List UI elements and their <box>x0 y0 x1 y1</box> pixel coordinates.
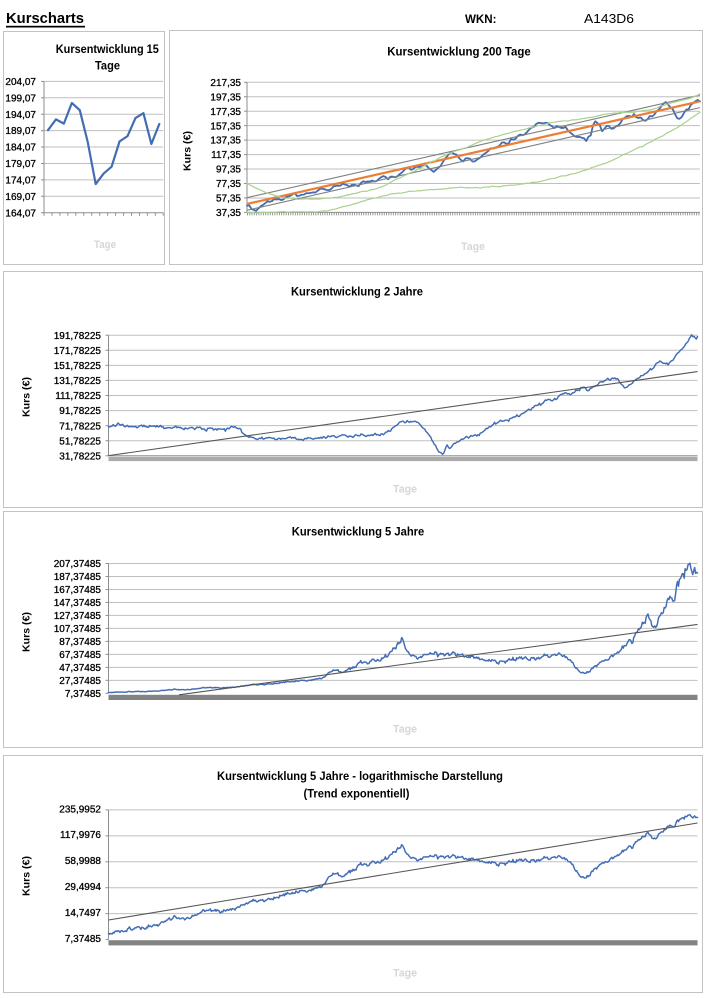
svg-text:Kursentwicklung 2 Jahre: Kursentwicklung 2 Jahre <box>291 285 423 299</box>
svg-text:137,35: 137,35 <box>210 136 241 147</box>
svg-text:A143D6: A143D6 <box>584 11 634 26</box>
svg-text:Kurs (€): Kurs (€) <box>22 612 33 652</box>
svg-text:14,7497: 14,7497 <box>65 908 102 919</box>
svg-text:127,37485: 127,37485 <box>54 611 102 622</box>
svg-text:Tage: Tage <box>393 484 417 496</box>
svg-text:171,78225: 171,78225 <box>54 346 102 357</box>
svg-text:204,07: 204,07 <box>5 77 36 88</box>
svg-text:Kursentwicklung 5 Jahre - loga: Kursentwicklung 5 Jahre - logarithmische… <box>217 769 503 783</box>
svg-text:57,35: 57,35 <box>216 194 241 205</box>
svg-text:167,37485: 167,37485 <box>54 585 102 596</box>
svg-text:91,78225: 91,78225 <box>59 406 101 417</box>
svg-text:WKN:: WKN: <box>465 12 497 26</box>
svg-text:147,37485: 147,37485 <box>54 598 102 609</box>
svg-text:31,78225: 31,78225 <box>59 451 101 462</box>
svg-text:177,35: 177,35 <box>210 107 241 118</box>
svg-text:Tage: Tage <box>94 239 116 251</box>
svg-text:164,07: 164,07 <box>5 208 36 219</box>
svg-text:29,4994: 29,4994 <box>65 882 102 893</box>
svg-text:37,35: 37,35 <box>216 208 241 219</box>
svg-text:Kurs (€): Kurs (€) <box>22 377 33 417</box>
svg-text:169,07: 169,07 <box>5 192 36 203</box>
svg-text:179,07: 179,07 <box>5 159 36 170</box>
svg-text:Kursentwicklung 15: Kursentwicklung 15 <box>56 42 159 56</box>
svg-text:58,9988: 58,9988 <box>65 856 102 867</box>
svg-text:7,37485: 7,37485 <box>65 934 102 945</box>
svg-text:Tage: Tage <box>393 724 417 736</box>
svg-text:174,07: 174,07 <box>5 175 36 186</box>
svg-text:Kurs (€): Kurs (€) <box>183 131 194 171</box>
svg-text:47,37485: 47,37485 <box>59 663 101 674</box>
svg-text:184,07: 184,07 <box>5 143 36 154</box>
svg-text:71,78225: 71,78225 <box>59 421 101 432</box>
svg-text:67,37485: 67,37485 <box>59 650 101 661</box>
svg-text:217,35: 217,35 <box>210 78 241 89</box>
svg-text:117,35: 117,35 <box>211 150 241 161</box>
svg-text:Tage: Tage <box>393 968 417 980</box>
svg-text:187,37485: 187,37485 <box>54 572 102 583</box>
svg-text:191,78225: 191,78225 <box>54 331 102 342</box>
svg-text:197,35: 197,35 <box>210 92 241 103</box>
svg-text:Kurs (€): Kurs (€) <box>22 856 33 896</box>
svg-text:207,37485: 207,37485 <box>54 559 102 570</box>
svg-text:(Trend exponentiell): (Trend exponentiell) <box>304 787 410 801</box>
svg-text:Tage: Tage <box>95 59 120 73</box>
svg-text:111,78225: 111,78225 <box>55 391 101 402</box>
svg-text:Tage: Tage <box>461 241 485 253</box>
svg-text:131,78225: 131,78225 <box>54 376 102 387</box>
svg-text:Kursentwicklung 5 Jahre: Kursentwicklung 5 Jahre <box>292 524 425 538</box>
svg-text:Kursentwicklung 200 Tage: Kursentwicklung 200 Tage <box>387 44 531 58</box>
svg-text:157,35: 157,35 <box>210 121 241 132</box>
svg-text:7,37485: 7,37485 <box>65 689 102 700</box>
svg-text:189,07: 189,07 <box>5 126 36 137</box>
svg-text:194,07: 194,07 <box>5 110 36 121</box>
svg-text:97,35: 97,35 <box>216 165 241 176</box>
svg-text:51,78225: 51,78225 <box>59 436 101 447</box>
svg-text:151,78225: 151,78225 <box>54 361 102 372</box>
svg-text:235,9952: 235,9952 <box>59 804 101 815</box>
svg-text:87,37485: 87,37485 <box>59 637 101 648</box>
svg-text:199,07: 199,07 <box>5 93 36 104</box>
svg-text:107,37485: 107,37485 <box>54 624 102 635</box>
svg-text:Kurscharts: Kurscharts <box>6 10 84 27</box>
svg-text:77,35: 77,35 <box>216 179 241 190</box>
svg-text:117,9976: 117,9976 <box>60 830 101 841</box>
svg-text:27,37485: 27,37485 <box>59 676 101 687</box>
